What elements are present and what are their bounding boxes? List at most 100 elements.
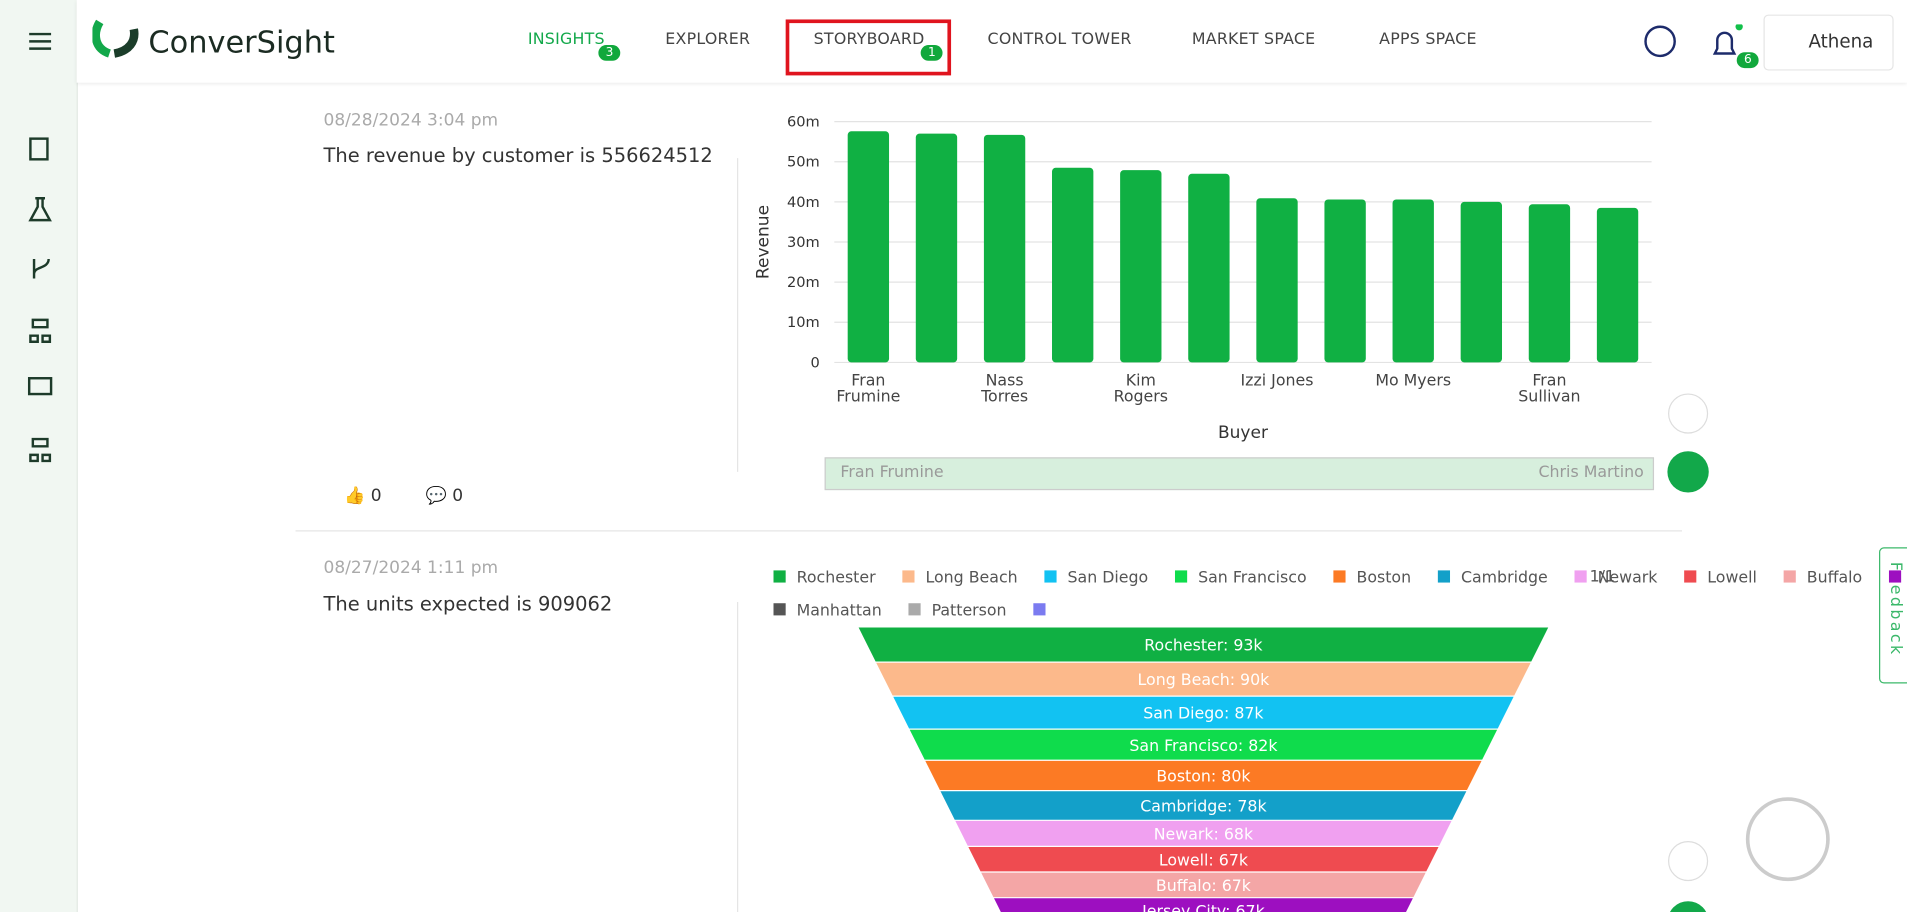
legend-swatch: [773, 570, 786, 583]
funnel-segment: [955, 820, 1452, 846]
hierarchy-icon-2[interactable]: [29, 437, 52, 463]
funnel-segment: [909, 729, 1498, 760]
legend-swatch: [1033, 603, 1046, 616]
likes[interactable]: 👍 0: [344, 486, 382, 506]
insights-badge: 3: [598, 44, 621, 61]
x-tick-label: Mo Myers: [1375, 372, 1452, 391]
floating-buttons: [1667, 393, 1830, 912]
nav-market-space[interactable]: MARKET SPACE: [1191, 30, 1316, 49]
funnel-segment: [876, 662, 1531, 696]
notification-badge: 6: [1736, 52, 1760, 69]
y-tick-label: 10m: [787, 314, 820, 331]
funnel-segment: [981, 872, 1426, 898]
search-button[interactable]: [1667, 901, 1708, 912]
feedback-tab[interactable]: [1879, 547, 1907, 684]
y-tick-label: 20m: [787, 274, 820, 291]
y-tick-label: 30m: [787, 234, 820, 251]
funnel-label: San Diego: 87k: [1143, 704, 1264, 723]
legend-swatch: [1888, 570, 1902, 583]
y-tick-label: 0: [810, 354, 819, 371]
legend-swatch: [1174, 570, 1188, 583]
nav-insights[interactable]: INSIGHTS: [527, 30, 605, 49]
hierarchy-button[interactable]: [1668, 393, 1709, 434]
user-box[interactable]: [1763, 14, 1894, 71]
bar: [915, 133, 958, 363]
funnel-label: Lowell: 67k: [1159, 850, 1249, 869]
x-tick-label: Fran Frumine: [836, 372, 901, 407]
nav-storyboard[interactable]: STORYBOARD: [813, 30, 925, 49]
legend-label: Cambridge: [1461, 568, 1548, 587]
legend-swatch: [1684, 570, 1697, 583]
nav-explorer[interactable]: EXPLORER: [665, 30, 751, 49]
bar: [1460, 201, 1503, 363]
legend-swatch: [1333, 570, 1346, 583]
bar: [1188, 173, 1230, 363]
bell-icon[interactable]: [1712, 31, 1737, 55]
funnel-label: Newark: 68k: [1154, 824, 1254, 843]
bar: [1324, 199, 1366, 363]
comments[interactable]: 💬 0: [425, 486, 464, 506]
bar: [1596, 207, 1639, 363]
menu-icon[interactable]: [29, 32, 52, 50]
presentation-icon[interactable]: [27, 377, 53, 396]
bar: [847, 131, 890, 363]
feedback-label: Feedback: [1886, 561, 1905, 657]
bar: [1528, 204, 1571, 363]
hierarchy-button[interactable]: [1668, 841, 1709, 882]
legend-label: Newark: [1598, 568, 1659, 587]
nav-control-tower[interactable]: CONTROL TOWER: [987, 30, 1132, 49]
legend-swatch: [773, 603, 786, 616]
x-tick-label: Fran Sullivan: [1518, 372, 1581, 407]
funnel-label: Boston: 80k: [1156, 767, 1251, 786]
range-end: Chris Martino: [1538, 463, 1644, 482]
message: The units expected is 909062: [323, 592, 613, 616]
funnel-segment: [925, 760, 1482, 791]
x-tick-label: Nass Torres: [981, 372, 1029, 407]
lab-icon[interactable]: [28, 197, 52, 222]
legend-swatch: [1783, 570, 1796, 583]
legend-swatch: [1044, 570, 1057, 583]
legend-label: San Diego: [1068, 568, 1149, 587]
reports-icon[interactable]: [29, 137, 49, 161]
branch-icon[interactable]: [32, 258, 50, 279]
search-button[interactable]: [1667, 451, 1709, 493]
legend-swatch: [1574, 570, 1587, 583]
legend-swatch: [902, 570, 915, 583]
x-tick-label: Izzi Jones: [1240, 372, 1314, 391]
divider: [737, 602, 739, 912]
hierarchy-icon[interactable]: [29, 318, 52, 343]
brand: ConverSight: [148, 24, 335, 60]
card-separator: [295, 530, 1683, 532]
legend-label: San Francisco: [1198, 568, 1307, 587]
funnel-segment: [858, 627, 1549, 662]
divider: [737, 158, 739, 472]
funnel-segment: [994, 898, 1413, 912]
x-axis-label: Buyer: [1218, 423, 1268, 443]
bar: [1120, 170, 1162, 363]
funnel-label: Jersey City: 67k: [1141, 902, 1265, 912]
y-tick-label: 50m: [787, 154, 820, 171]
timestamp: 08/28/2024 3:04 pm: [323, 110, 499, 131]
bar: [1256, 198, 1298, 363]
highlight-box: [785, 19, 952, 76]
y-tick-label: 60m: [787, 113, 820, 130]
legend-label: Rochester: [797, 568, 876, 587]
storyboard-badge: 1: [920, 44, 944, 61]
funnel-segment: [968, 846, 1439, 872]
funnel-label: Long Beach: 90k: [1138, 670, 1271, 689]
funnel-label: Buffalo: 67k: [1156, 876, 1252, 895]
bar: [983, 134, 1026, 363]
legend-page: 1/1: [1589, 567, 1616, 587]
nav-apps-space[interactable]: APPS SPACE: [1379, 30, 1477, 49]
header-icons: [1644, 24, 1743, 58]
help-icon[interactable]: [1644, 25, 1676, 58]
legend-swatch: [908, 603, 921, 616]
assistant-button[interactable]: [1745, 797, 1830, 882]
legend-label: Manhattan: [797, 600, 882, 619]
funnel-label: Cambridge: 78k: [1140, 797, 1267, 816]
top-bar: [76, 0, 1907, 83]
legend-label: Patterson: [932, 600, 1007, 619]
range-slider[interactable]: [824, 457, 1655, 491]
